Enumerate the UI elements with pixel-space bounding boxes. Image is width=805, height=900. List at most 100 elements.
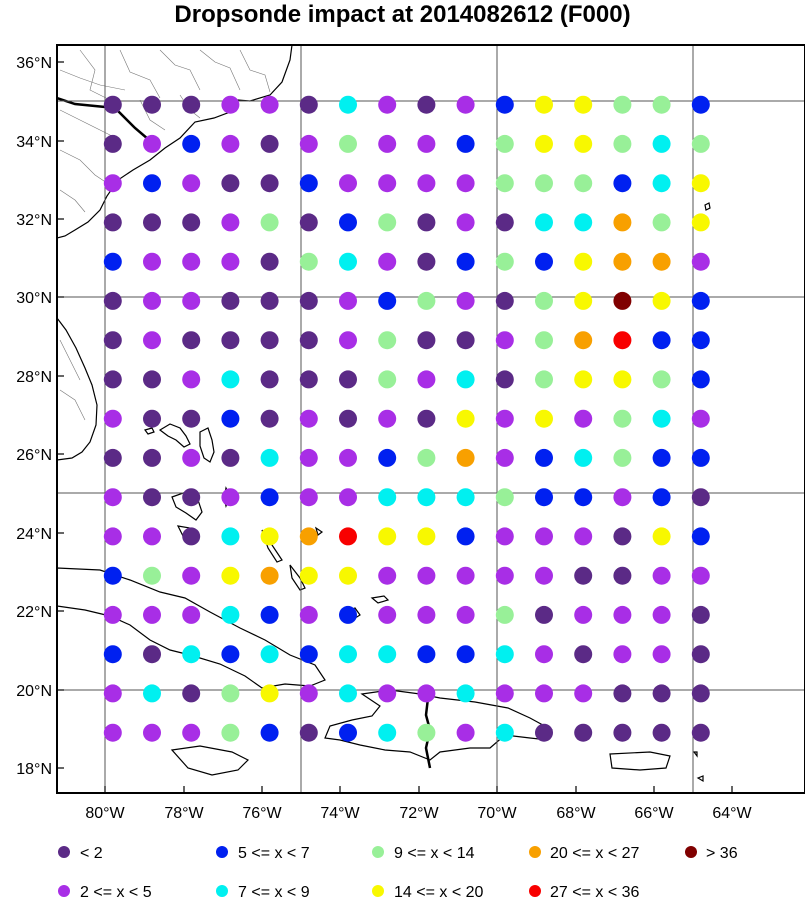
dropsonde-dot [143, 174, 161, 193]
dropsonde-dot [182, 527, 201, 546]
dropsonde-dot [143, 291, 161, 310]
dropsonde-dot [221, 291, 240, 310]
dropsonde-dot [613, 95, 632, 114]
dropsonde-dot [378, 605, 397, 624]
bahamas-abaco [158, 423, 191, 448]
dropsonde-dot [339, 448, 357, 467]
dropsonde-dot [652, 527, 671, 546]
dropsonde-dot [221, 605, 240, 624]
legend-swatch [58, 885, 70, 897]
lat-label: 32°N [16, 212, 52, 229]
dropsonde-dot [495, 331, 514, 350]
dropsonde-dot [339, 527, 357, 546]
dropsonde-dot [339, 134, 357, 153]
lat-label: 24°N [16, 526, 52, 543]
cuba-land [57, 567, 326, 689]
dropsonde-dot [103, 370, 122, 389]
dropsonde-dot [260, 95, 279, 114]
dropsonde-dot [456, 605, 475, 624]
dropsonde-dot [339, 370, 357, 389]
dropsonde-dot [535, 645, 553, 664]
bahamas-andros [199, 427, 215, 463]
dropsonde-dot [182, 605, 201, 624]
dropsonde-dot [417, 95, 436, 114]
dropsonde-dot [495, 252, 514, 271]
lat-label: 26°N [16, 447, 52, 464]
dropsonde-dot [339, 605, 357, 624]
dropsonde-dot [299, 174, 318, 193]
dropsonde-dot [456, 331, 475, 350]
dropsonde-dot [613, 134, 632, 153]
legend-swatch [529, 846, 541, 858]
dropsonde-dot [143, 370, 161, 389]
dropsonde-dot [574, 527, 593, 546]
dropsonde-dot [417, 134, 436, 153]
lon-label: 74°W [320, 805, 360, 822]
dropsonde-dot [103, 645, 122, 664]
dropsonde-dot [456, 723, 475, 742]
dropsonde-dot [652, 134, 671, 153]
dropsonde-dot [613, 213, 632, 232]
tick-marks [57, 61, 733, 793]
dropsonde-dot [613, 605, 632, 624]
dropsonde-dot [260, 409, 279, 428]
dropsonde-dot [613, 527, 632, 546]
dropsonde-dot [299, 134, 318, 153]
dropsonde-dot [535, 370, 553, 389]
island-small-c [692, 751, 698, 758]
legend-label: 20 <= x < 27 [550, 845, 640, 862]
dropsonde-dot [417, 488, 436, 507]
dropsonde-dot [652, 605, 671, 624]
lon-label: 68°W [556, 805, 596, 822]
dropsonde-dot [378, 448, 397, 467]
dropsonde-dot [299, 448, 318, 467]
dropsonde-dot [143, 409, 161, 428]
dropsonde-dot [417, 645, 436, 664]
legend-swatch [529, 885, 541, 897]
dropsonde-dot [182, 645, 201, 664]
dropsonde-dot [339, 95, 357, 114]
dropsonde-dot [417, 370, 436, 389]
dropsonde-dot [143, 645, 161, 664]
dropsonde-dot [103, 134, 122, 153]
dropsonde-dots [103, 95, 710, 742]
dropsonde-dot [652, 331, 671, 350]
dropsonde-dot [495, 645, 514, 664]
dropsonde-dot [182, 684, 201, 703]
dropsonde-dot [221, 134, 240, 153]
dropsonde-dot [574, 291, 593, 310]
dropsonde-dot [691, 331, 710, 350]
dropsonde-dot [339, 409, 357, 428]
dropsonde-dot [456, 527, 475, 546]
dropsonde-dot [613, 409, 632, 428]
jamaica-land [170, 745, 250, 776]
dropsonde-dot [143, 488, 161, 507]
dropsonde-dot [456, 134, 475, 153]
dropsonde-dot [417, 448, 436, 467]
bahamas-bimini [143, 427, 155, 435]
dropsonde-dot [221, 684, 240, 703]
dropsonde-dot [574, 605, 593, 624]
dropsonde-dot [495, 488, 514, 507]
dropsonde-dot [691, 488, 710, 507]
legend-label: 27 <= x < 36 [550, 884, 640, 900]
dropsonde-dot [652, 174, 671, 193]
dropsonde-dot [260, 134, 279, 153]
dropsonde-dot [456, 213, 475, 232]
lon-labels: 80°W 78°W 76°W 74°W 72°W 70°W 68°W 66°W … [85, 805, 752, 822]
dropsonde-dot [221, 252, 240, 271]
dropsonde-dot [103, 409, 122, 428]
dropsonde-dot [535, 252, 553, 271]
dropsonde-dot [299, 291, 318, 310]
dropsonde-dot [535, 409, 553, 428]
legend-swatch [372, 846, 384, 858]
dropsonde-dot [260, 448, 279, 467]
dropsonde-dot [574, 134, 593, 153]
dropsonde-dot [378, 488, 397, 507]
dropsonde-dot [299, 723, 318, 742]
dropsonde-dot [103, 174, 122, 193]
dropsonde-dot [691, 684, 710, 703]
dropsonde-dot [299, 331, 318, 350]
dropsonde-dot [691, 134, 710, 153]
dropsonde-dot [103, 291, 122, 310]
